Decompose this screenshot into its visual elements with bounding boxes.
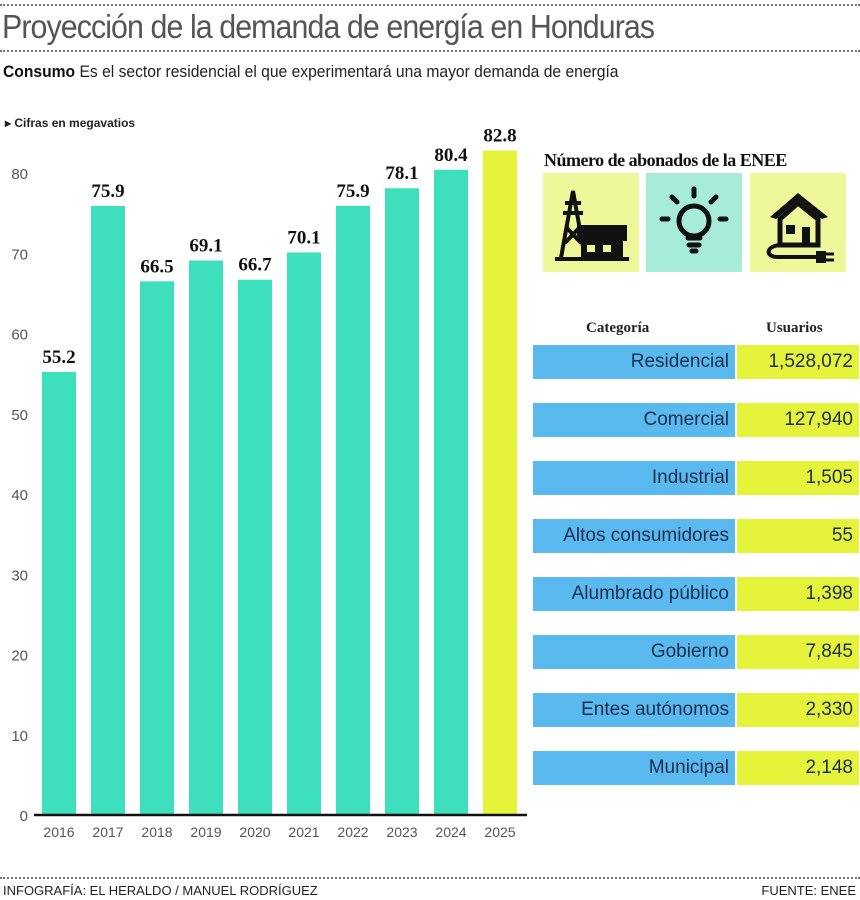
divider (0, 877, 860, 879)
power-tower-house-icon (543, 173, 639, 272)
category-cell: Municipal (533, 751, 735, 785)
lightbulb-icon (646, 173, 742, 272)
table-row: Gobierno 7,845 (533, 635, 859, 669)
source: FUENTE: ENEE (761, 883, 856, 898)
y-tick-label: 70 (11, 246, 28, 263)
x-tick-label: 2022 (337, 824, 368, 840)
y-tick-label: 0 (20, 808, 28, 825)
y-tick-label: 10 (11, 728, 28, 745)
data-label: 66.5 (140, 256, 173, 277)
x-tick-label: 2017 (92, 824, 123, 840)
y-tick-label: 30 (11, 567, 28, 584)
data-label: 69.1 (189, 235, 222, 256)
x-tick-label: 2018 (141, 824, 172, 840)
users-cell: 1,505 (737, 461, 859, 495)
table-row: Altos consumidores 55 (533, 519, 859, 553)
credit: INFOGRAFÍA: EL HERALDO / MANUEL RODRÍGUE… (3, 883, 318, 898)
page-title: Proyección de la demanda de energía en H… (2, 8, 655, 45)
x-tick-label: 2020 (239, 824, 270, 840)
data-label: 75.9 (91, 181, 124, 202)
bar-2022 (336, 205, 370, 816)
table-row: Comercial 127,940 (533, 403, 859, 437)
category-cell: Industrial (533, 461, 735, 495)
column-header-users: Usuarios (766, 320, 823, 336)
bar-2023 (385, 188, 419, 815)
y-tick-label: 40 (11, 487, 28, 504)
column-header-category: Categoría (586, 320, 650, 336)
unit-note: ▸ Cifras en megavatios (5, 116, 136, 130)
subtitle-text: Es el sector residencial el que experime… (79, 62, 619, 81)
users-cell: 127,940 (737, 403, 859, 437)
category-cell: Residencial (533, 345, 735, 379)
divider (0, 4, 860, 6)
y-tick-label: 60 (11, 327, 28, 344)
category-cell: Entes autónomos (533, 693, 735, 727)
data-label: 70.1 (287, 227, 320, 248)
y-tick-label: 80 (11, 166, 28, 183)
divider (0, 50, 860, 52)
bar-2018 (140, 281, 174, 815)
subscribers-title: Número de abonados de la ENEE (544, 150, 787, 170)
bar-2025 (483, 150, 517, 815)
y-tick-label: 20 (11, 648, 28, 665)
data-label: 55.2 (42, 347, 75, 368)
bar-2017 (91, 205, 125, 816)
users-cell: 2,148 (737, 751, 859, 785)
category-cell: Gobierno (533, 635, 735, 669)
data-label: 80.4 (434, 145, 468, 166)
x-tick-label: 2019 (190, 824, 221, 840)
users-cell: 1,398 (737, 577, 859, 611)
bar-2020 (238, 279, 272, 815)
table-row: Municipal 2,148 (533, 751, 859, 785)
bar-2024 (434, 169, 468, 816)
table-row: Industrial 1,505 (533, 461, 859, 495)
data-label: 78.1 (385, 163, 418, 184)
subtitle-bold: Consumo (3, 62, 76, 81)
x-tick-label: 2023 (386, 824, 417, 840)
data-label: 75.9 (336, 181, 369, 202)
unit-note-text: Cifras en megavatios (14, 116, 136, 130)
table-row: Alumbrado público 1,398 (533, 577, 859, 611)
users-cell: 55 (737, 519, 859, 553)
users-cell: 1,528,072 (737, 345, 859, 379)
data-label: 82.8 (483, 126, 516, 147)
x-tick-label: 2016 (43, 824, 74, 840)
category-cell: Comercial (533, 403, 735, 437)
table-row: Entes autónomos 2,330 (533, 693, 859, 727)
bar-2019 (189, 260, 223, 815)
bar-2016 (42, 372, 76, 815)
x-tick-label: 2025 (484, 824, 515, 840)
users-cell: 2,330 (737, 693, 859, 727)
x-tick-label: 2021 (288, 824, 319, 840)
y-tick-label: 50 (11, 407, 28, 424)
category-cell: Altos consumidores (533, 519, 735, 553)
table-row: Residencial 1,528,072 (533, 345, 859, 379)
data-label: 66.7 (238, 255, 272, 276)
subtitle: Consumo Es el sector residencial el que … (3, 62, 619, 82)
category-cell: Alumbrado público (533, 577, 735, 611)
users-cell: 7,845 (737, 635, 859, 669)
house-plug-icon (750, 173, 846, 272)
x-tick-label: 2024 (435, 824, 466, 840)
bar-2021 (287, 252, 321, 815)
bar-chart: 0 10 20 30 40 50 60 70 80 55.2 2016 75.9 2017 66.5 201… (11, 126, 527, 840)
